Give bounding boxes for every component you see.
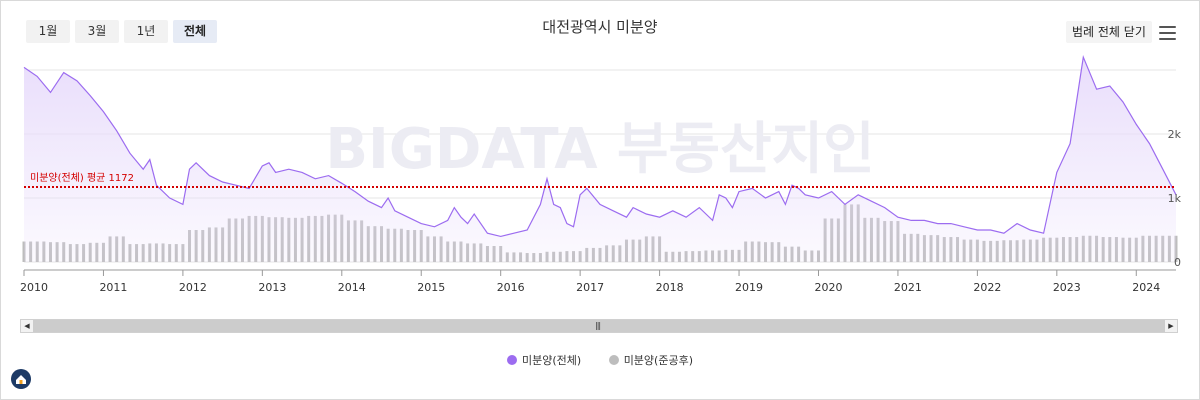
range-1year-button[interactable]: 1년: [124, 20, 168, 43]
x-tick-label: 2017: [576, 281, 604, 294]
x-tick-label: 2022: [973, 281, 1001, 294]
scroll-left-arrow-icon[interactable]: ◀: [21, 320, 34, 332]
x-tick-label: 2024: [1132, 281, 1160, 294]
chart-scrollbar[interactable]: ◀ ||| ▶: [20, 319, 1178, 333]
range-1month-button[interactable]: 1월: [26, 20, 70, 43]
total-unsold-area: [24, 57, 1176, 263]
scroll-thumb[interactable]: |||: [34, 320, 1164, 332]
y-tick-label: 1k: [1168, 192, 1182, 205]
legend-item-completed[interactable]: 미분양(준공후): [608, 352, 693, 368]
x-tick-label: 2015: [417, 281, 445, 294]
legend-label: 미분양(전체): [522, 354, 582, 367]
x-tick-label: 2011: [99, 281, 127, 294]
scroll-grip-icon: |||: [595, 321, 601, 330]
y-tick-label: 0: [1174, 256, 1181, 269]
hamburger-menu-icon[interactable]: [1159, 26, 1176, 40]
x-tick-label: 2019: [735, 281, 763, 294]
chart-legend: 미분양(전체) 미분양(준공후): [0, 352, 1200, 368]
x-axis-ticks: 2010 2011 2012 2013 2014 2015 2016 2017 2018 2019…: [20, 270, 1160, 294]
range-all-button[interactable]: 전체: [173, 20, 217, 43]
legend-dot-icon: [507, 355, 517, 365]
x-tick-label: 2018: [656, 281, 684, 294]
watermark: BIGDATA 부동산지인: [325, 117, 874, 182]
x-tick-label: 2014: [338, 281, 366, 294]
range-3month-button[interactable]: 3월: [75, 20, 119, 43]
home-logo-icon[interactable]: [11, 369, 31, 389]
legend-toggle-button[interactable]: 범례 전체 닫기: [1066, 21, 1152, 43]
total-unsold-line: [23, 54, 1177, 238]
x-tick-label: 2021: [894, 281, 922, 294]
legend-label: 미분양(준공후): [623, 354, 693, 367]
scroll-right-arrow-icon[interactable]: ▶: [1164, 320, 1177, 332]
x-tick-label: 2010: [20, 281, 48, 294]
x-tick-label: 2023: [1053, 281, 1081, 294]
legend-dot-icon: [608, 355, 619, 365]
average-line-label: 미분양(전체) 평균 1172: [30, 172, 134, 184]
y-axis-ticks: 0 1k 2k: [1168, 128, 1182, 269]
x-tick-label: 2012: [179, 281, 207, 294]
legend-item-total[interactable]: 미분양(전체): [507, 352, 581, 368]
chart-title: 대전광역시 미분양: [542, 18, 658, 36]
x-tick-label: 2020: [814, 281, 842, 294]
y-tick-label: 2k: [1168, 128, 1182, 141]
x-tick-label: 2013: [258, 281, 286, 294]
x-tick-label: 2016: [497, 281, 525, 294]
